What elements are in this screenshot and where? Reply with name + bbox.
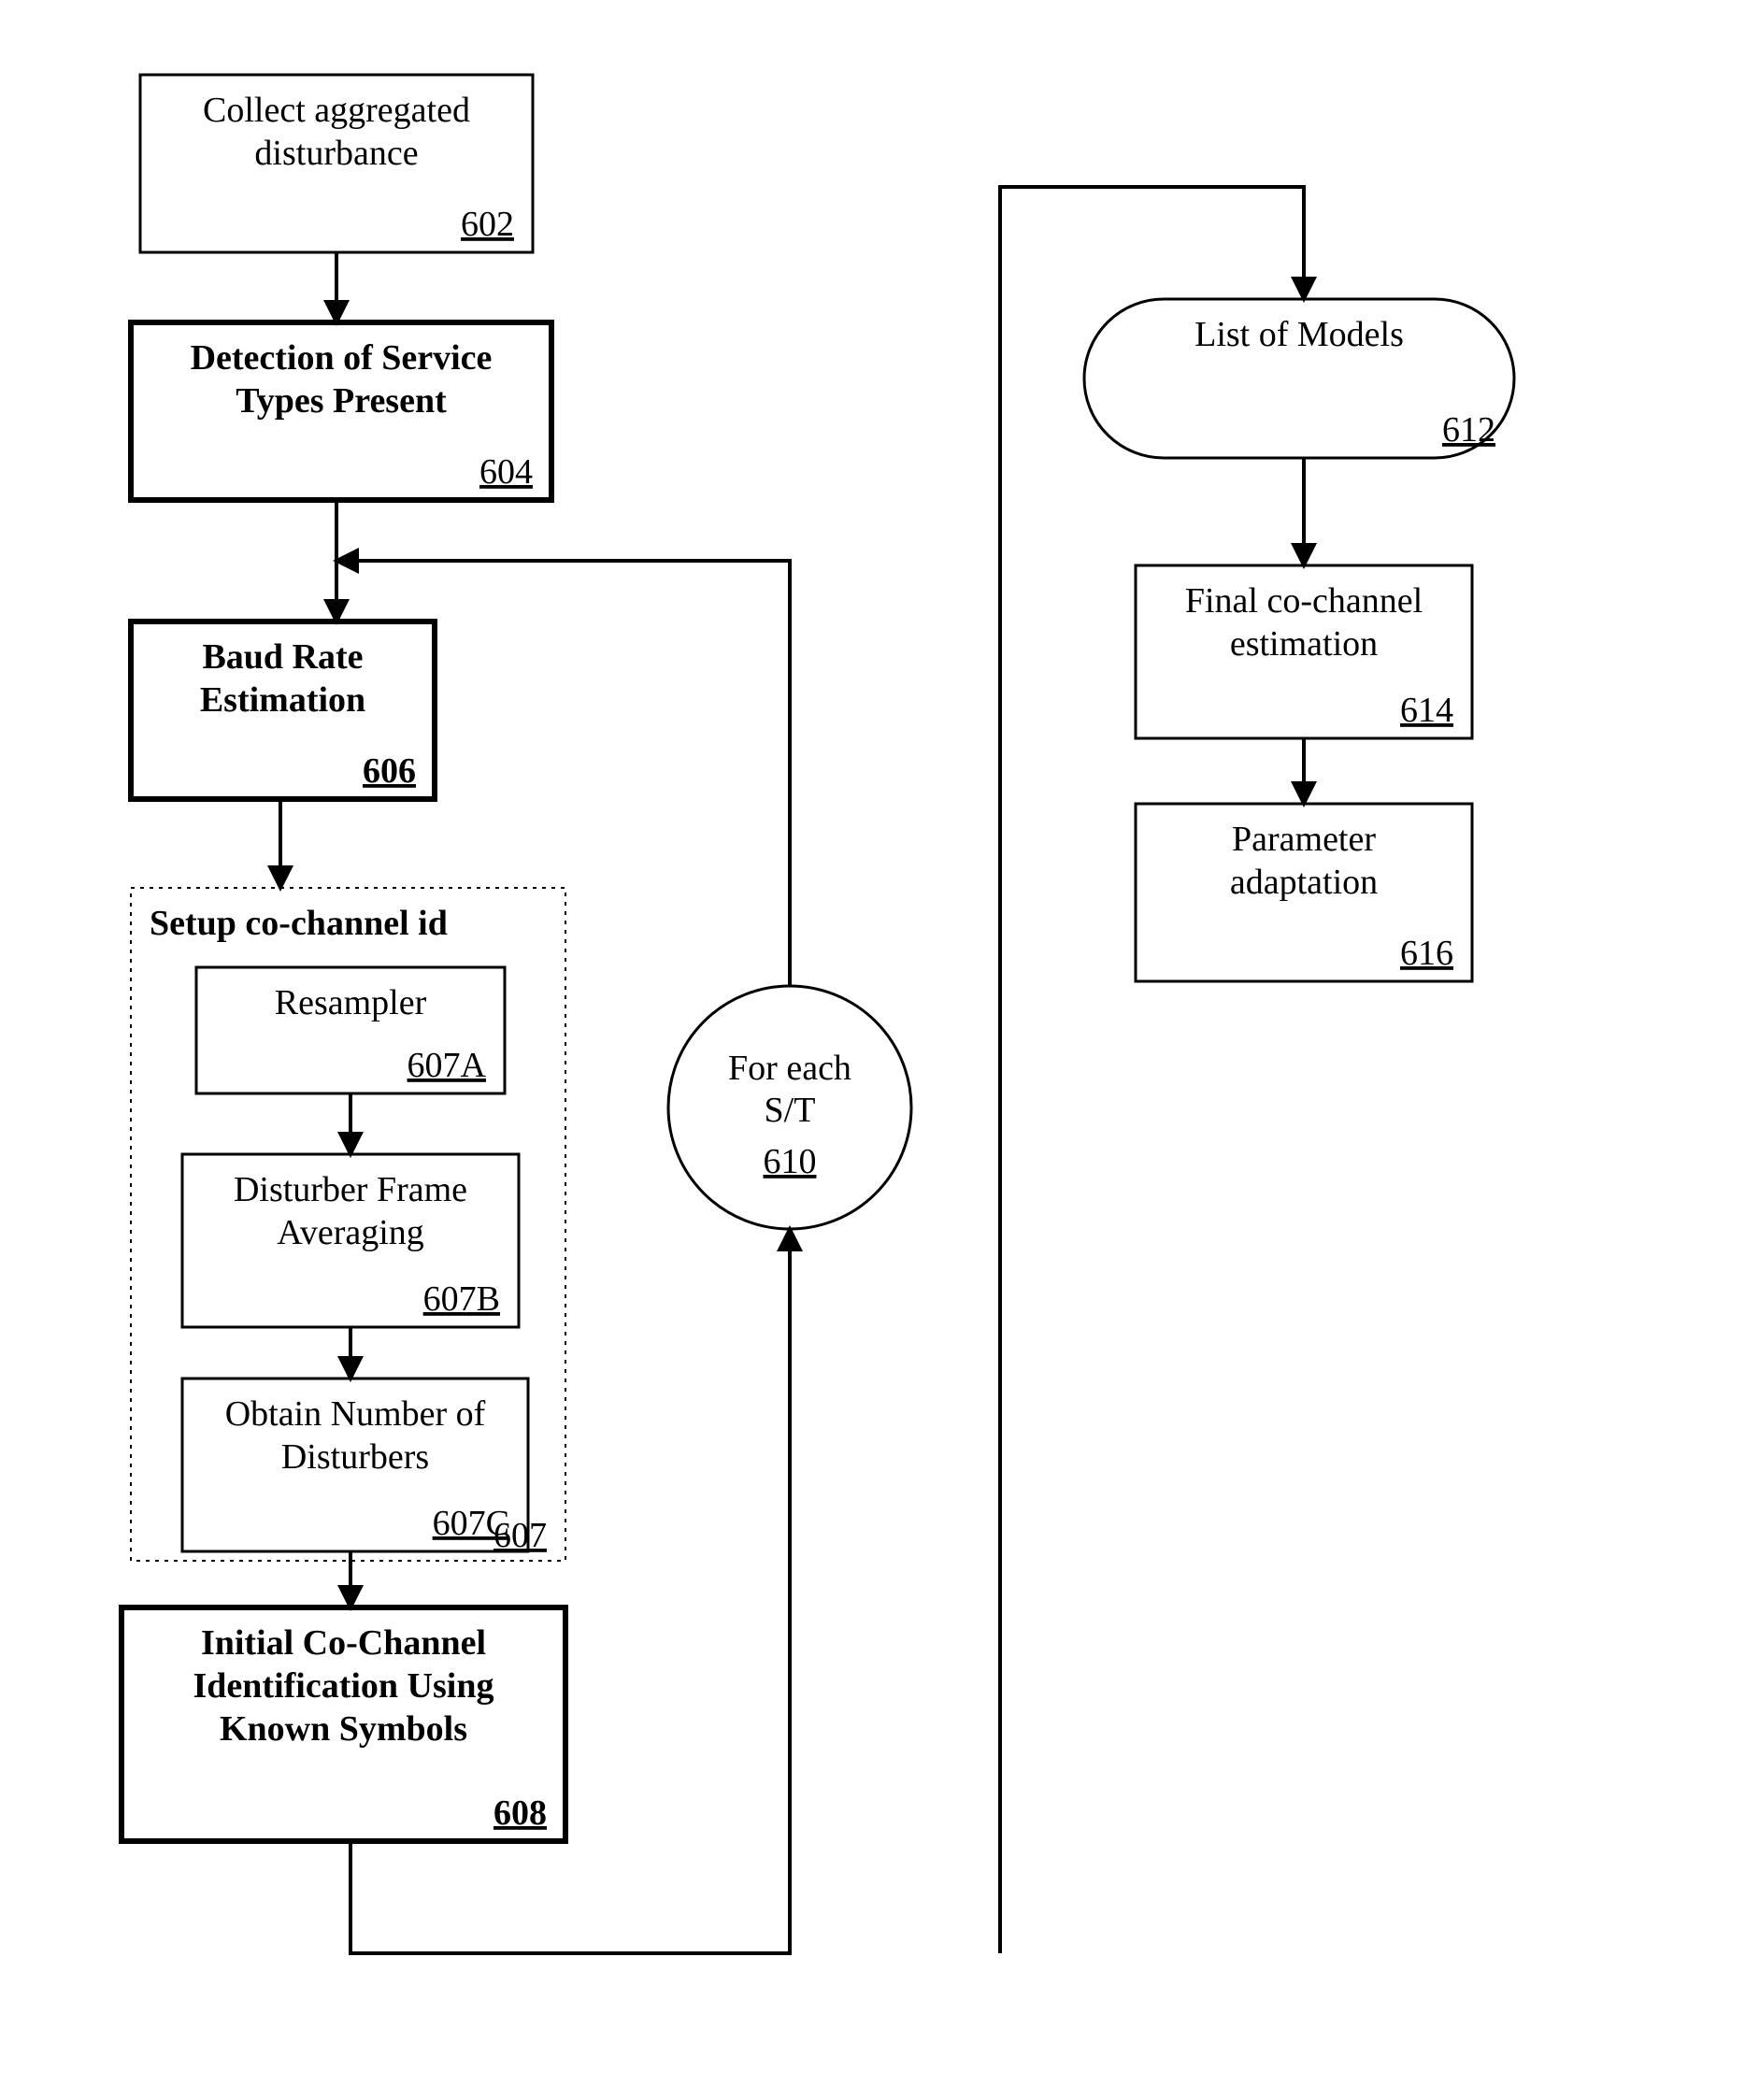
svg-text:Collect aggregated: Collect aggregated <box>203 91 470 130</box>
svg-text:Final co-channel: Final co-channel <box>1185 581 1423 621</box>
node-n607a: Resampler 607A <box>196 967 505 1093</box>
node-n608: Initial Co-ChannelIdentification UsingKn… <box>122 1607 565 1841</box>
svg-text:Resampler: Resampler <box>275 983 427 1022</box>
svg-text:606: 606 <box>363 751 416 791</box>
svg-text:Identification Using: Identification Using <box>193 1666 494 1706</box>
svg-text:608: 608 <box>493 1793 547 1833</box>
node-n606: Baud RateEstimation 606 <box>131 621 435 799</box>
svg-text:614: 614 <box>1400 691 1453 730</box>
svg-text:607B: 607B <box>423 1279 500 1319</box>
svg-text:disturbance: disturbance <box>254 134 418 173</box>
node-n610: For eachS/T 610 <box>668 986 911 1229</box>
svg-text:604: 604 <box>479 452 533 492</box>
svg-text:Obtain Number of: Obtain Number of <box>225 1394 486 1434</box>
svg-text:Estimation: Estimation <box>200 680 365 720</box>
node-n616: Parameter adaptation 616 <box>1136 804 1472 981</box>
svg-text:602: 602 <box>461 205 514 244</box>
svg-text:Disturber Frame: Disturber Frame <box>234 1170 467 1209</box>
edge-e7 <box>350 1229 790 1953</box>
svg-text:610: 610 <box>764 1142 817 1181</box>
svg-text:Detection of Service: Detection of Service <box>191 338 493 378</box>
svg-text:adaptation: adaptation <box>1230 863 1378 902</box>
svg-text:612: 612 <box>1442 410 1495 450</box>
node-n614: Final co-channelestimation 614 <box>1136 565 1472 738</box>
svg-text:List of Models: List of Models <box>1194 315 1404 354</box>
svg-text:616: 616 <box>1400 934 1453 973</box>
svg-text:Initial Co-Channel: Initial Co-Channel <box>201 1623 486 1663</box>
svg-text:Types Present: Types Present <box>236 381 447 421</box>
node-n607b: Disturber Frame Averaging 607B <box>182 1154 519 1327</box>
svg-text:Disturbers: Disturbers <box>281 1437 429 1477</box>
node-n604: Detection of ServiceTypes Present 604 <box>131 322 551 500</box>
svg-text:Averaging: Averaging <box>277 1213 424 1252</box>
svg-text:607C: 607C <box>433 1504 509 1543</box>
svg-text:For each: For each <box>728 1049 851 1088</box>
node-n607c: Obtain Number ofDisturbers607C <box>182 1379 528 1551</box>
svg-text:Parameter: Parameter <box>1232 820 1376 859</box>
svg-text:Baud Rate: Baud Rate <box>202 637 363 677</box>
node-n612: List of Models 612 <box>1084 299 1514 458</box>
node-n602: Collect aggregated disturbance 602 <box>140 75 533 252</box>
edge-e9 <box>1000 187 1304 1953</box>
svg-text:estimation: estimation <box>1230 624 1378 664</box>
svg-text:Setup co-channel id: Setup co-channel id <box>150 904 448 943</box>
svg-text:Known Symbols: Known Symbols <box>220 1709 467 1749</box>
svg-text:607A: 607A <box>408 1046 487 1085</box>
flowchart-canvas: Collect aggregated disturbance 602 Detectio… <box>0 0 1745 2100</box>
svg-text:S/T: S/T <box>765 1091 816 1130</box>
